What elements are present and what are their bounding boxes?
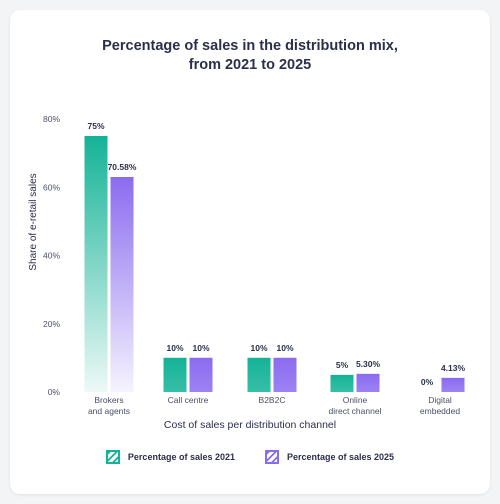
bar-series-1-3 — [247, 357, 271, 392]
bar-cap-series-2-5 — [441, 377, 465, 381]
x-tick-label-1: Brokers and agents — [88, 395, 130, 416]
chart-title-line-2: from 2021 to 2025 — [188, 57, 312, 73]
bar-series-2-5 — [441, 377, 465, 392]
legend-swatch-series-1 — [105, 450, 120, 464]
y-tick-label: 0% — [48, 387, 61, 397]
bar-series-1-4 — [330, 374, 354, 392]
legend: Percentage of sales 2021 Percentage of sa… — [10, 450, 490, 464]
x-axis-label: Cost of sales per distribution channel — [164, 419, 336, 431]
legend-label-series-2: Percentage of sales 2025 — [287, 452, 395, 462]
bar-series-2-4 — [356, 373, 380, 392]
y-tick-label: 60% — [43, 182, 60, 192]
value-label-series-2-2: 10% — [192, 343, 209, 353]
legend-label-series-1: Percentage of sales 2021 — [127, 452, 235, 462]
x-tick-label-3: B2B2C — [259, 395, 286, 405]
x-tick-label-2: Call centre — [168, 395, 209, 405]
bar-series-2-3 — [273, 357, 297, 392]
bar-cap-series-1-3 — [247, 357, 271, 361]
value-label-series-1-5: 0% — [421, 377, 434, 387]
bar-cap-series-2-2 — [189, 357, 213, 361]
value-label-series-2-5: 4.13% — [441, 363, 466, 373]
chart-title-line-1: Percentage of sales in the distribution … — [102, 38, 398, 54]
y-axis-label: Share of e-retail sales — [28, 173, 39, 270]
bar-cap-series-2-4 — [356, 373, 380, 377]
x-tick-label-4: Online direct channel — [329, 395, 382, 416]
value-label-series-2-3: 10% — [276, 343, 293, 353]
legend-item-series-2: Percentage of sales 2025 — [265, 450, 394, 464]
bar-series-1-2 — [163, 357, 187, 392]
bar-cap-series-1-1 — [84, 136, 108, 139]
value-label-series-2-4: 5.30% — [356, 359, 381, 369]
bar-cap-series-2-3 — [273, 357, 297, 361]
value-label-series-1-4: 5% — [336, 360, 349, 370]
legend-item-series-1: Percentage of sales 2021 — [105, 450, 235, 464]
value-label-series-1-3: 10% — [250, 343, 267, 353]
value-label-series-2-1: 70.58% — [108, 162, 137, 172]
value-label-series-1-1: 75% — [87, 121, 104, 131]
value-label-series-1-2: 10% — [166, 343, 183, 353]
y-tick-label: 40% — [43, 251, 60, 261]
legend-swatch-series-2 — [265, 450, 279, 464]
x-tick-label-5: Digital embedded — [420, 395, 460, 416]
bar-series-2-2 — [189, 357, 213, 392]
bar-cap-series-1-4 — [330, 374, 354, 378]
bar-series-2-1 — [110, 177, 134, 392]
bar-cap-series-1-2 — [163, 357, 187, 361]
y-tick-label: 20% — [43, 319, 60, 329]
bar-cap-series-2-1 — [110, 177, 134, 180]
bar-series-1-1 — [84, 136, 108, 392]
y-tick-label: 80% — [43, 114, 60, 124]
chart-title: Percentage of sales in the distribution … — [10, 37, 490, 75]
